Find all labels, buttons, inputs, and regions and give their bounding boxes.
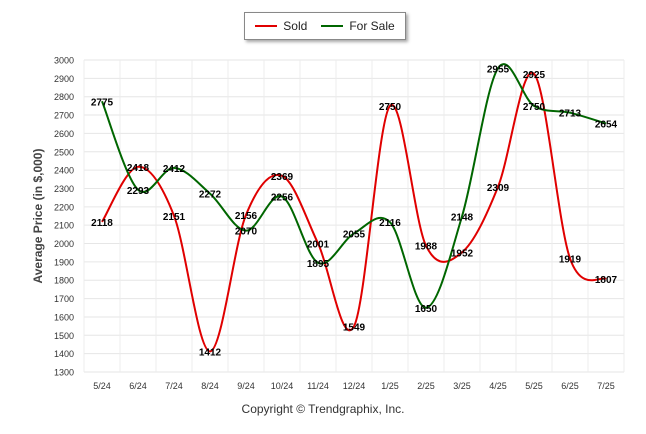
y-tick-label: 2100: [54, 221, 74, 231]
data-label-sold: 2750: [379, 102, 402, 113]
y-tick-label: 1500: [54, 331, 74, 341]
data-label-sold: 1412: [199, 347, 222, 358]
y-tick-label: 1700: [54, 294, 74, 304]
data-label-sold: 1807: [595, 275, 618, 286]
y-tick-label: 3000: [54, 56, 74, 66]
data-label-sold: 2001: [307, 239, 330, 250]
data-label-for-sale: 2148: [451, 212, 474, 223]
x-tick-label: 7/24: [165, 381, 183, 391]
copyright-text: Copyright © Trendgraphix, Inc.: [241, 402, 405, 416]
y-tick-label: 2600: [54, 129, 74, 139]
data-label-for-sale: 1650: [415, 304, 438, 315]
legend-swatch-for-sale: [321, 25, 344, 27]
data-label-for-sale: 1895: [307, 259, 330, 270]
data-label-for-sale: 2272: [199, 190, 222, 201]
data-label-sold: 2369: [271, 172, 294, 183]
x-tick-label: 4/25: [489, 381, 507, 391]
data-label-sold: 1988: [415, 242, 438, 253]
y-tick-label: 2300: [54, 184, 74, 194]
x-tick-label: 5/24: [93, 381, 111, 391]
x-tick-label: 6/25: [561, 381, 579, 391]
legend-item-sold[interactable]: Sold: [255, 19, 307, 33]
data-label-for-sale: 2070: [235, 227, 258, 238]
x-tick-label: 12/24: [343, 381, 366, 391]
y-tick-label: 2400: [54, 166, 74, 176]
data-label-sold: 2309: [487, 183, 510, 194]
series-line-for-sale[interactable]: [101, 63, 607, 309]
data-label-sold: 2156: [235, 211, 258, 222]
data-label-for-sale: 2293: [127, 186, 150, 197]
x-tick-label: 10/24: [271, 381, 294, 391]
x-tick-label: 5/25: [525, 381, 543, 391]
data-label-sold: 1919: [559, 254, 582, 265]
data-label-for-sale: 2713: [559, 109, 582, 120]
x-tick-label: 9/24: [237, 381, 255, 391]
y-tick-label: 1300: [54, 368, 74, 378]
legend-item-for-sale[interactable]: For Sale: [321, 19, 395, 33]
data-label-for-sale: 2055: [343, 229, 366, 240]
series-line-sold[interactable]: [101, 71, 607, 353]
data-label-sold: 2925: [523, 70, 546, 81]
data-label-sold: 1952: [451, 248, 474, 259]
y-axis-label: Average Price (in $,000): [31, 149, 45, 284]
data-label-sold: 1549: [343, 322, 366, 333]
x-tick-label: 6/24: [129, 381, 147, 391]
y-tick-label: 2200: [54, 202, 74, 212]
data-label-for-sale: 2412: [163, 164, 186, 175]
data-label-sold: 2118: [91, 218, 113, 229]
legend-label-sold: Sold: [283, 19, 308, 33]
data-label-for-sale: 2750: [523, 102, 546, 113]
data-label-for-sale: 2256: [271, 193, 294, 204]
x-tick-label: 8/24: [201, 381, 219, 391]
chart-legend: Sold For Sale: [244, 12, 406, 40]
y-tick-label: 2700: [54, 111, 74, 121]
y-tick-label: 1600: [54, 312, 74, 322]
data-label-for-sale: 2654: [595, 120, 618, 131]
x-tick-label: 1/25: [381, 381, 399, 391]
data-label-for-sale: 2775: [91, 97, 114, 108]
y-tick-label: 1400: [54, 349, 74, 359]
x-tick-label: 7/25: [597, 381, 615, 391]
y-tick-label: 2500: [54, 147, 74, 157]
data-label-sold: 2418: [127, 163, 150, 174]
data-label-for-sale: 2116: [379, 218, 401, 229]
y-tick-label: 2800: [54, 92, 74, 102]
legend-swatch-sold: [255, 25, 278, 27]
x-tick-label: 11/24: [307, 381, 329, 391]
legend-label-for-sale: For Sale: [349, 19, 395, 33]
data-label-for-sale: 2955: [487, 64, 510, 75]
y-tick-label: 2000: [54, 239, 74, 249]
y-tick-label: 1900: [54, 257, 74, 267]
y-tick-label: 1800: [54, 276, 74, 286]
x-tick-label: 2/25: [417, 381, 435, 391]
x-tick-label: 3/25: [453, 381, 471, 391]
data-label-sold: 2151: [163, 212, 186, 223]
y-tick-label: 2900: [54, 74, 74, 84]
